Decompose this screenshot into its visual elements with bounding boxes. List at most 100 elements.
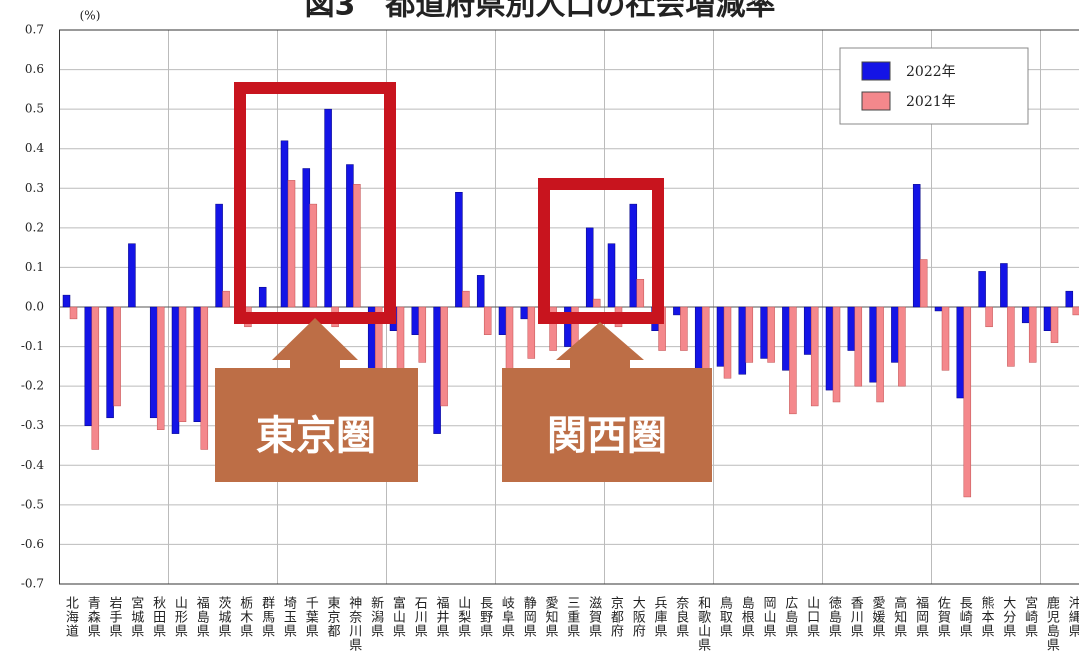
x-tick-label: 福岡県 bbox=[913, 596, 929, 638]
x-tick-label: 富山県 bbox=[390, 595, 406, 638]
bar bbox=[476, 275, 485, 308]
bar bbox=[1043, 306, 1052, 331]
bar bbox=[825, 306, 834, 391]
bar bbox=[433, 306, 441, 434]
x-tick-label: 福井県 bbox=[434, 596, 450, 638]
y-tick-label: 0.6 bbox=[25, 62, 44, 76]
bar bbox=[411, 306, 420, 335]
bar bbox=[549, 306, 557, 351]
bar bbox=[629, 203, 638, 308]
y-tick-label: 0.4 bbox=[25, 141, 44, 155]
y-tick-label: -0.3 bbox=[21, 418, 44, 432]
x-tick-label: 滋賀県 bbox=[586, 596, 602, 638]
x-tick-label: 新潟県 bbox=[368, 595, 384, 638]
bar bbox=[171, 306, 180, 434]
x-tick-label: 山口県 bbox=[804, 596, 820, 638]
bar bbox=[128, 243, 136, 308]
bar bbox=[324, 108, 332, 308]
legend-label: 2021年 bbox=[906, 94, 956, 110]
bar bbox=[193, 306, 202, 423]
bar bbox=[156, 306, 165, 430]
overlay: 東京圏 関西圏 bbox=[215, 82, 712, 482]
bar bbox=[69, 306, 78, 320]
bar bbox=[767, 306, 775, 363]
x-tick-label: 大阪府 bbox=[630, 596, 646, 638]
x-tick-label: 群馬県 bbox=[259, 596, 275, 638]
x-tick-label: 広島県 bbox=[782, 596, 798, 638]
bar bbox=[1000, 263, 1008, 308]
bar bbox=[854, 306, 863, 387]
bar bbox=[716, 306, 725, 367]
annotation: 東京圏 bbox=[256, 413, 376, 459]
bar bbox=[847, 306, 856, 351]
x-tick-label: 宮崎県 bbox=[1022, 595, 1038, 638]
annotation: 関西圏 bbox=[547, 413, 667, 459]
bar bbox=[287, 180, 296, 308]
y-unit: (%) bbox=[80, 9, 101, 23]
x-tick-label: 香川県 bbox=[848, 596, 864, 638]
bar bbox=[353, 184, 361, 308]
bar bbox=[803, 306, 812, 355]
bar bbox=[941, 306, 950, 371]
bar bbox=[149, 306, 158, 419]
bar bbox=[106, 306, 114, 419]
y-tick-label: 0.5 bbox=[25, 102, 44, 116]
bar bbox=[62, 294, 71, 308]
x-tick-label: 大分県 bbox=[1000, 596, 1016, 638]
bar bbox=[418, 306, 427, 363]
legend-swatch bbox=[861, 91, 891, 111]
bar bbox=[113, 306, 121, 407]
chart-title: 図3 都道府県別人口の社会増減率 bbox=[305, 0, 776, 23]
bar bbox=[585, 227, 594, 308]
y-tick-label: -0.1 bbox=[21, 339, 44, 353]
y-tick-label: 0.0 bbox=[25, 300, 44, 314]
bar bbox=[978, 271, 986, 308]
bar bbox=[745, 306, 754, 363]
bar bbox=[738, 306, 747, 375]
bar bbox=[280, 140, 289, 308]
highlight-box bbox=[538, 178, 664, 324]
bar bbox=[1007, 306, 1015, 367]
bar bbox=[1028, 306, 1037, 363]
bar bbox=[934, 306, 943, 312]
x-tick-label: 愛知県 bbox=[543, 596, 559, 638]
y-tick-label: 0.3 bbox=[25, 181, 44, 195]
bar bbox=[1021, 306, 1030, 324]
y-tick-label: 0.7 bbox=[25, 23, 44, 37]
bar bbox=[505, 306, 514, 379]
y-tick-label: -0.7 bbox=[21, 577, 44, 591]
y-tick-label: 0.2 bbox=[25, 220, 44, 234]
bar bbox=[723, 306, 732, 379]
x-tick-label: 愛媛県 bbox=[870, 596, 886, 638]
bar bbox=[455, 191, 463, 308]
bar bbox=[636, 279, 645, 308]
x-tick-label: 徳島県 bbox=[826, 596, 842, 638]
bar bbox=[483, 306, 492, 335]
y-tick-label: -0.4 bbox=[21, 458, 45, 472]
y-tick-label: -0.6 bbox=[21, 537, 44, 551]
bar bbox=[898, 306, 906, 387]
x-tick-label: 奈良県 bbox=[673, 596, 689, 638]
bar bbox=[1065, 290, 1074, 308]
bar bbox=[200, 306, 209, 450]
bar bbox=[222, 290, 230, 308]
x-tick-label: 千葉県 bbox=[303, 596, 319, 638]
x-tick-label: 岐阜県 bbox=[499, 596, 515, 638]
bar bbox=[178, 306, 187, 423]
legend-box bbox=[839, 47, 1029, 125]
x-tick-label: 岩手県 bbox=[107, 596, 123, 638]
x-tick-label: 熊本県 bbox=[979, 595, 995, 638]
x-tick-label: 東京都 bbox=[325, 595, 341, 638]
plot: 0.7 0.6 0.5 0.4 0.3 0.2 0.1 0.0 -0.1 -0.2 -0.3 -0.4… bbox=[21, 23, 1079, 652]
bar bbox=[673, 306, 681, 316]
x-tick-label: 兵庫県 bbox=[652, 596, 668, 638]
x-tick-label: 三重県 bbox=[564, 596, 580, 638]
x-tick-label: 宮城県 bbox=[128, 595, 144, 638]
x-tick-label: 高知県 bbox=[891, 595, 907, 638]
legend-swatch bbox=[861, 61, 891, 81]
bar bbox=[956, 306, 965, 399]
callout bbox=[502, 322, 712, 482]
x-tick-label: 長崎県 bbox=[957, 596, 973, 638]
callout bbox=[215, 318, 418, 482]
